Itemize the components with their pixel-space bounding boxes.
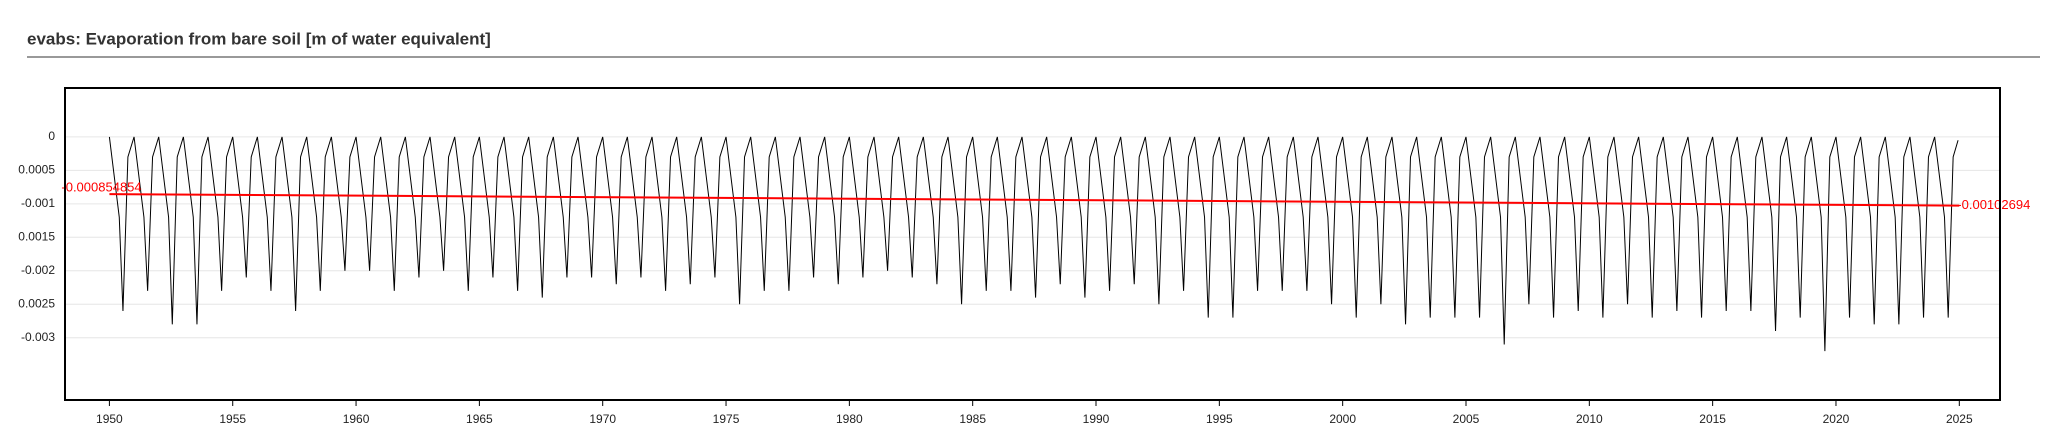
y-tick-label: 0.0015: [18, 229, 55, 243]
chart-title: evabs: Evaporation from bare soil [m of …: [27, 29, 491, 48]
x-tick-label: 2025: [1946, 412, 1973, 426]
y-tick-label: 0.0025: [18, 296, 55, 310]
x-tick-label: 1985: [959, 412, 986, 426]
x-tick-label: 1990: [1083, 412, 1110, 426]
y-tick-label: 0: [48, 129, 55, 143]
x-tick-label: 2010: [1576, 412, 1603, 426]
data-line: [108, 136, 1959, 352]
trend-line: [109, 193, 1960, 207]
y-tick-label: -0.002: [21, 263, 55, 277]
x-tick-label: 1965: [466, 412, 493, 426]
trend-label: -0.00102694: [1957, 197, 2030, 212]
x-tick-label: 1955: [219, 412, 246, 426]
x-tick-label: 2015: [1699, 412, 1726, 426]
x-tick-label: 1960: [343, 412, 370, 426]
x-tick-label: 1980: [836, 412, 863, 426]
x-tick-label: 2020: [1823, 412, 1850, 426]
x-tick-label: 1970: [589, 412, 616, 426]
x-tick-label: 1995: [1206, 412, 1233, 426]
x-tick-label: 2000: [1329, 412, 1356, 426]
y-tick-label: -0.003: [21, 330, 55, 344]
x-tick-label: 2005: [1453, 412, 1480, 426]
plot-frame: [64, 87, 2001, 401]
y-tick-label: 0.0005: [18, 163, 55, 177]
y-tick-label: -0.001: [21, 196, 55, 210]
x-tick-label: 1950: [96, 412, 123, 426]
x-tick-label: 1975: [713, 412, 740, 426]
trend-label: -0.000854854: [61, 180, 141, 195]
